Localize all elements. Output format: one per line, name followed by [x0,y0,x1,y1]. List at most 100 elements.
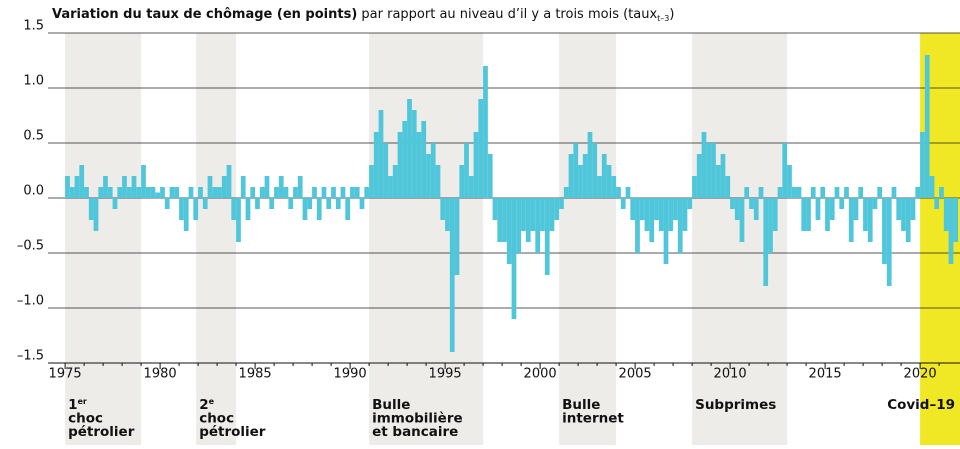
bar [354,187,360,198]
bar [378,110,384,198]
bar [93,198,99,231]
bar [953,198,959,242]
bar [734,198,740,220]
bar [924,55,930,198]
bar [483,66,488,198]
period-label: pétrolier [68,424,135,440]
period-label-line: 1 [68,397,77,413]
bar [592,143,598,198]
chart-title: Variation du taux de chômage (en points)… [52,7,674,23]
bar [274,187,279,198]
bar [293,187,298,198]
bar [782,143,788,198]
bar [544,198,550,275]
period-label-line: choc [199,411,234,427]
bar [549,198,555,231]
period-label-line: internet [562,411,624,427]
period-label: Bulle [372,397,410,413]
bar [416,132,422,198]
bar [174,187,180,198]
bar [858,187,864,198]
bar [730,198,735,209]
period-label: et bancaire [372,424,458,440]
bar [630,198,636,220]
bar [221,176,227,198]
bar [506,198,512,264]
bar [720,154,726,198]
x-tick-label: 2005 [619,367,652,382]
bar [288,198,294,209]
bar [373,132,379,198]
bar [801,198,807,231]
bar [658,198,664,231]
bar [88,198,94,220]
bar [217,187,222,198]
bar [107,187,113,198]
bar [663,198,669,264]
bar [882,198,887,264]
period-label: pétrolier [199,424,266,440]
bar [421,121,427,198]
bar [787,165,792,198]
period-band [369,33,484,445]
title-bold: Variation du taux de chômage (en points) [52,7,357,22]
bar [169,187,175,198]
bar [910,198,916,220]
period-label-line: Subprimes [695,397,776,413]
y-tick-label: 1.0 [23,74,44,89]
bar [131,176,137,198]
bar [264,176,270,198]
bar [426,154,431,198]
bar [198,187,203,198]
bar [834,187,840,198]
bar [397,132,403,198]
bar [525,198,531,242]
bar [316,198,322,220]
bar [240,176,246,198]
bar [568,154,574,198]
bar [392,165,398,198]
bar [825,198,830,231]
bar [863,198,868,231]
bar [644,198,650,231]
bar [829,198,835,220]
period-label: 2e [199,397,214,414]
bar [402,121,408,198]
bar [65,176,70,198]
bar [478,99,484,198]
bar [853,198,859,220]
period-label-line: choc [68,411,103,427]
bar [891,187,897,198]
bar [625,187,631,198]
period-label: choc [68,411,103,427]
bar [103,176,108,198]
x-tick-label: 2020 [904,367,937,382]
bar [74,176,80,198]
bar [749,198,754,209]
bar [768,198,773,253]
y-tick-label: –1.0 [17,294,44,309]
bar [464,143,469,198]
bar [136,187,142,198]
bar [886,198,892,286]
bar [839,198,845,209]
bar [502,198,507,242]
y-tick-label: –0.5 [17,239,44,254]
bar [369,165,374,198]
x-tick-label: 1980 [144,367,177,382]
period-label-line: Bulle [562,397,600,413]
bar [407,99,412,198]
period-label: internet [562,411,624,427]
period-band [559,33,617,445]
bar [236,198,241,242]
period-label: 1er [68,397,87,414]
bar [345,198,351,220]
period-label: choc [199,411,234,427]
bar [164,198,170,209]
bar [711,143,716,198]
period-label-line: pétrolier [68,424,135,440]
bar [511,198,517,319]
bar [582,154,588,198]
bar [516,198,522,253]
